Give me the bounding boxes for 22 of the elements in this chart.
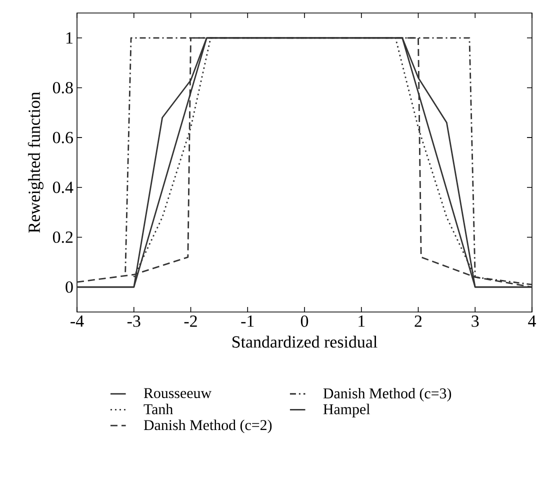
x-tick-label: -4	[70, 316, 84, 327]
y-tick-label: 0.8	[52, 82, 73, 94]
legend-label: Danish Method (c=3)	[323, 388, 452, 402]
x-tick-label: -2	[184, 316, 197, 327]
x-tick-label: 4	[528, 316, 536, 327]
x-tick-label: -1	[241, 316, 254, 327]
x-tick-label: 2	[414, 316, 422, 327]
x-tick-label: 0	[300, 316, 308, 327]
y-tick-label: 0.6	[52, 132, 73, 144]
y-tick-label: 1	[66, 32, 72, 44]
legend-label: Hampel	[323, 404, 370, 418]
legend-label: Rousseeuw	[144, 388, 212, 398]
y-tick-label: 0.4	[52, 182, 74, 194]
legend-label: Tanh	[144, 404, 173, 414]
y-axis-title: Reweighted function	[28, 92, 44, 233]
legend-label: Danish Method (c=2)	[144, 420, 272, 434]
x-tick-label: 1	[358, 316, 365, 327]
x-tick-label: -3	[127, 316, 140, 327]
y-tick-label: 0	[66, 281, 73, 293]
y-tick-label: 0.2	[52, 231, 73, 243]
x-axis-title: Standardized residual	[232, 336, 378, 348]
x-tick-label: 3	[472, 316, 479, 327]
